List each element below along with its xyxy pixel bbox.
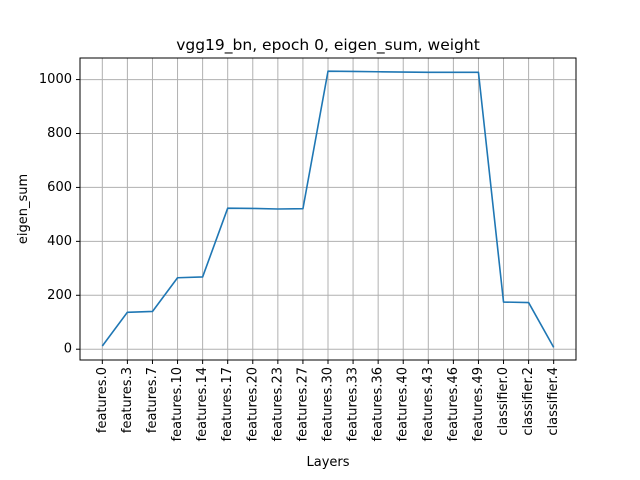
x-tick-label: features.14	[195, 367, 210, 441]
y-tick-label: 600	[47, 180, 72, 195]
series-group	[101, 70, 555, 348]
y-tick-label: 0	[64, 342, 72, 357]
x-tick-label: features.43	[421, 367, 436, 441]
x-tick-label: features.46	[446, 367, 461, 441]
x-tick-label: features.23	[270, 367, 285, 441]
x-tick-label: features.17	[220, 367, 235, 441]
y-tick-label: 400	[47, 234, 72, 249]
y-tick-label: 1000	[39, 72, 72, 87]
x-tick-label: features.30	[321, 367, 336, 441]
x-tick-label: features.0	[95, 367, 110, 433]
axes-frame	[79, 57, 577, 361]
x-tick-label: features.33	[346, 367, 361, 441]
grid	[80, 58, 576, 360]
x-tick-label: features.20	[245, 367, 260, 441]
x-tick-label: features.40	[396, 367, 411, 441]
x-tick-label: features.10	[170, 367, 185, 441]
x-tick-label: classifier.2	[521, 367, 536, 436]
x-tick-label: classifier.0	[496, 367, 511, 436]
x-axis: features.0 features.3 features.7 features.1…	[95, 360, 561, 441]
y-tick-label: 200	[47, 288, 72, 303]
x-tick-label: classifier.4	[546, 367, 561, 436]
y-axis-label: eigen_sum	[16, 174, 31, 244]
y-tick-label: 800	[47, 126, 72, 141]
x-tick-label: features.36	[371, 367, 386, 441]
x-tick-label: features.27	[295, 367, 310, 441]
x-axis-label: Layers	[306, 455, 349, 470]
chart-title: vgg19_bn, epoch 0, eigen_sum, weight	[176, 36, 480, 55]
x-tick-label: features.7	[145, 367, 160, 433]
series-line	[101, 70, 555, 348]
x-tick-label: features.3	[120, 367, 135, 433]
y-axis: 0 200 400 600 800 1000	[39, 72, 80, 357]
x-tick-label: features.49	[471, 367, 486, 441]
